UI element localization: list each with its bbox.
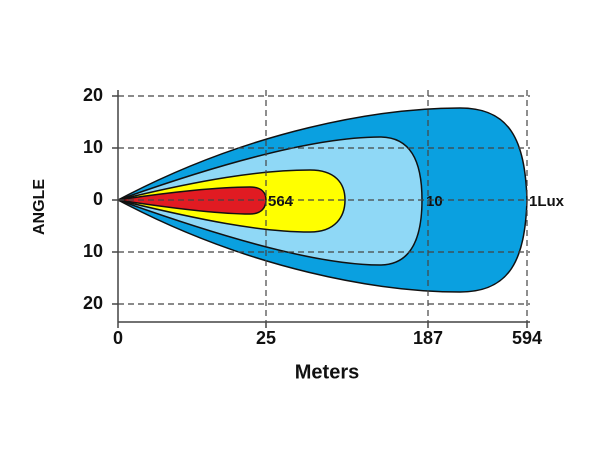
x-tick-label: 187 xyxy=(413,328,443,348)
contour-label: 564 xyxy=(268,193,294,210)
y-tick-label: 0 xyxy=(93,189,103,209)
x-tick-label: 0 xyxy=(113,328,123,348)
y-tick-label: 10 xyxy=(83,137,103,157)
y-axis-title: ANGLE xyxy=(31,179,48,235)
x-tick-label: 594 xyxy=(512,328,542,348)
y-tick-label: 20 xyxy=(83,293,103,313)
y-tick-label: 10 xyxy=(83,241,103,261)
y-tick-label: 20 xyxy=(83,85,103,105)
x-tick-label: 25 xyxy=(256,328,276,348)
contour-label: 10 xyxy=(426,193,443,210)
contour-label: 1Lux xyxy=(529,193,565,210)
x-axis-title: Meters xyxy=(295,361,359,383)
